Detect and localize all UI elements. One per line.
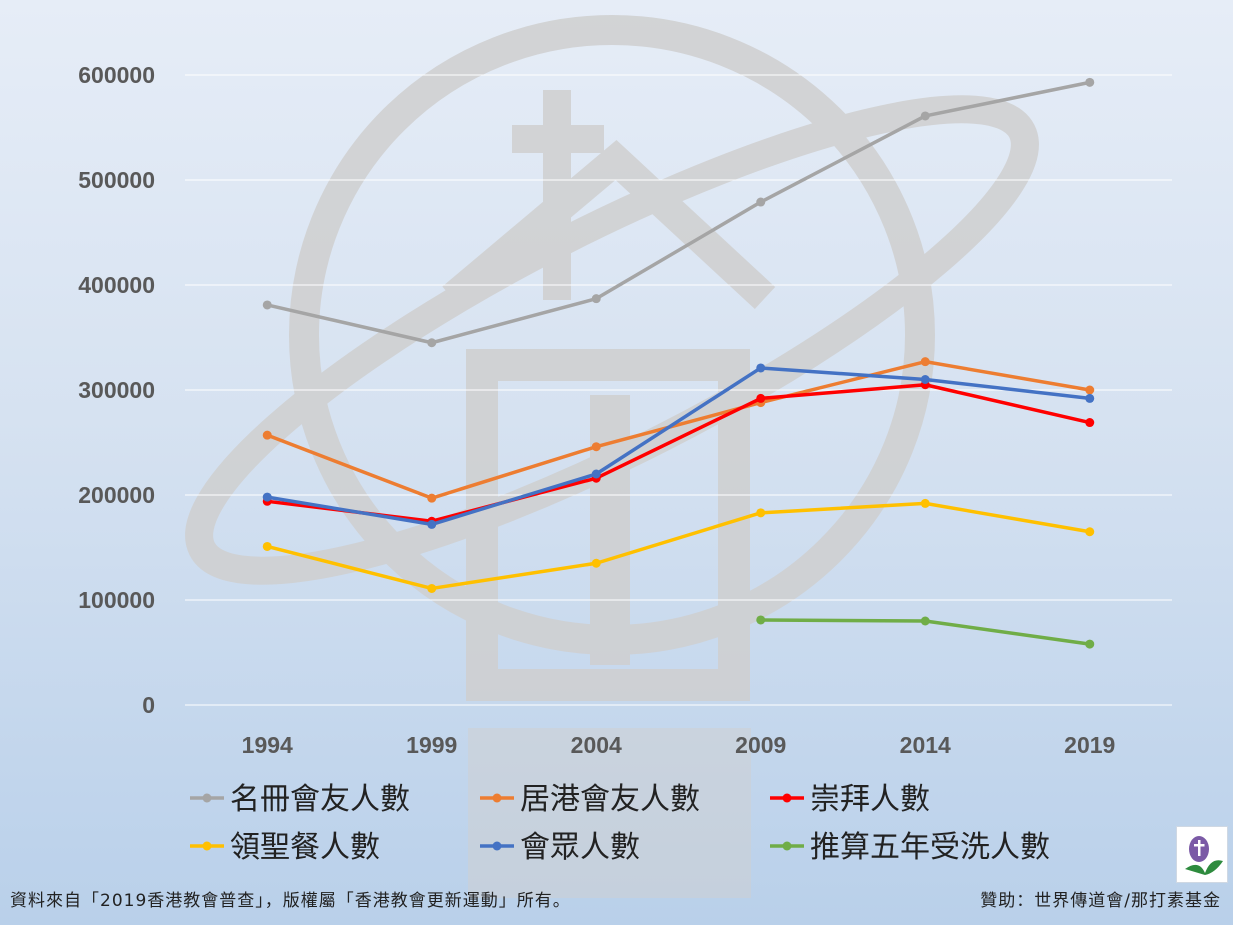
church-globe-watermark-icon (185, 15, 1039, 898)
data-point (427, 583, 437, 593)
data-point (427, 493, 437, 503)
series-line (266, 501, 1091, 591)
legend-label: 領聖餐人數 (230, 830, 380, 865)
legend-swatch-marker (492, 841, 502, 851)
series-line (266, 366, 1090, 527)
x-tick-label: 2009 (735, 732, 786, 758)
data-point (756, 363, 766, 373)
x-tick-label: 2004 (571, 732, 622, 758)
legend-label: 推算五年受洗人數 (810, 830, 1050, 865)
x-tick-label: 2019 (1064, 732, 1115, 758)
data-point (262, 541, 272, 551)
data-point (920, 375, 930, 384)
data-point (427, 338, 437, 348)
data-point (920, 498, 930, 508)
data-point (262, 300, 272, 310)
data-point (920, 357, 930, 367)
gridlines (185, 74, 1172, 706)
legend-swatch-marker (492, 793, 502, 803)
x-tick-label: 1994 (242, 732, 293, 758)
data-point (262, 430, 272, 440)
y-axis-tick-labels: 0 100000 200000 300000 400000 500000 600000 (78, 62, 155, 718)
data-point (262, 492, 272, 502)
source-note: 資料來自「2019香港教會普查」，版權屬「香港教會更新運動」所有。 (10, 891, 571, 911)
data-point (920, 111, 930, 121)
y-tick-label: 0 (142, 692, 155, 718)
legend-swatch-marker (202, 841, 212, 851)
series-line (266, 80, 1091, 345)
data-point (591, 442, 601, 452)
data-point (920, 616, 930, 626)
data-point (756, 393, 766, 403)
data-point (591, 294, 601, 304)
data-point (756, 508, 766, 518)
data-point (756, 615, 766, 625)
y-tick-label: 300000 (78, 377, 155, 403)
series-line (267, 383, 1091, 523)
legend-label: 居港會友人數 (520, 782, 700, 817)
series-lines (262, 77, 1095, 649)
legend-swatch-marker (782, 793, 792, 803)
y-tick-label: 200000 (78, 482, 155, 508)
data-point (1085, 639, 1095, 649)
data-point (591, 469, 601, 479)
y-tick-label: 100000 (78, 587, 155, 613)
x-axis-tick-labels: 1994 1999 2004 2009 2014 2019 (242, 732, 1116, 758)
cross-leaf-logo-icon (1176, 826, 1228, 883)
y-tick-label: 500000 (78, 167, 155, 193)
data-point (1085, 385, 1095, 395)
data-point (427, 519, 437, 529)
legend-swatch-marker (202, 793, 212, 803)
data-point (591, 558, 601, 568)
y-tick-label: 400000 (78, 272, 155, 298)
data-point (1085, 393, 1095, 403)
y-tick-label: 600000 (78, 62, 155, 88)
legend-swatch-marker (782, 841, 792, 851)
data-point (1085, 77, 1095, 87)
data-point (756, 197, 766, 207)
series-line (266, 359, 1091, 500)
legend-label: 會眾人數 (520, 830, 640, 865)
sponsor-note: 贊助：世界傳道會/那打素基金 (980, 891, 1221, 911)
data-point (1085, 418, 1095, 428)
legend-label: 名冊會友人數 (230, 782, 410, 817)
data-point (1085, 527, 1095, 537)
legend-label: 崇拜人數 (810, 782, 930, 817)
x-tick-label: 2014 (900, 732, 951, 758)
x-tick-label: 1999 (406, 732, 457, 758)
